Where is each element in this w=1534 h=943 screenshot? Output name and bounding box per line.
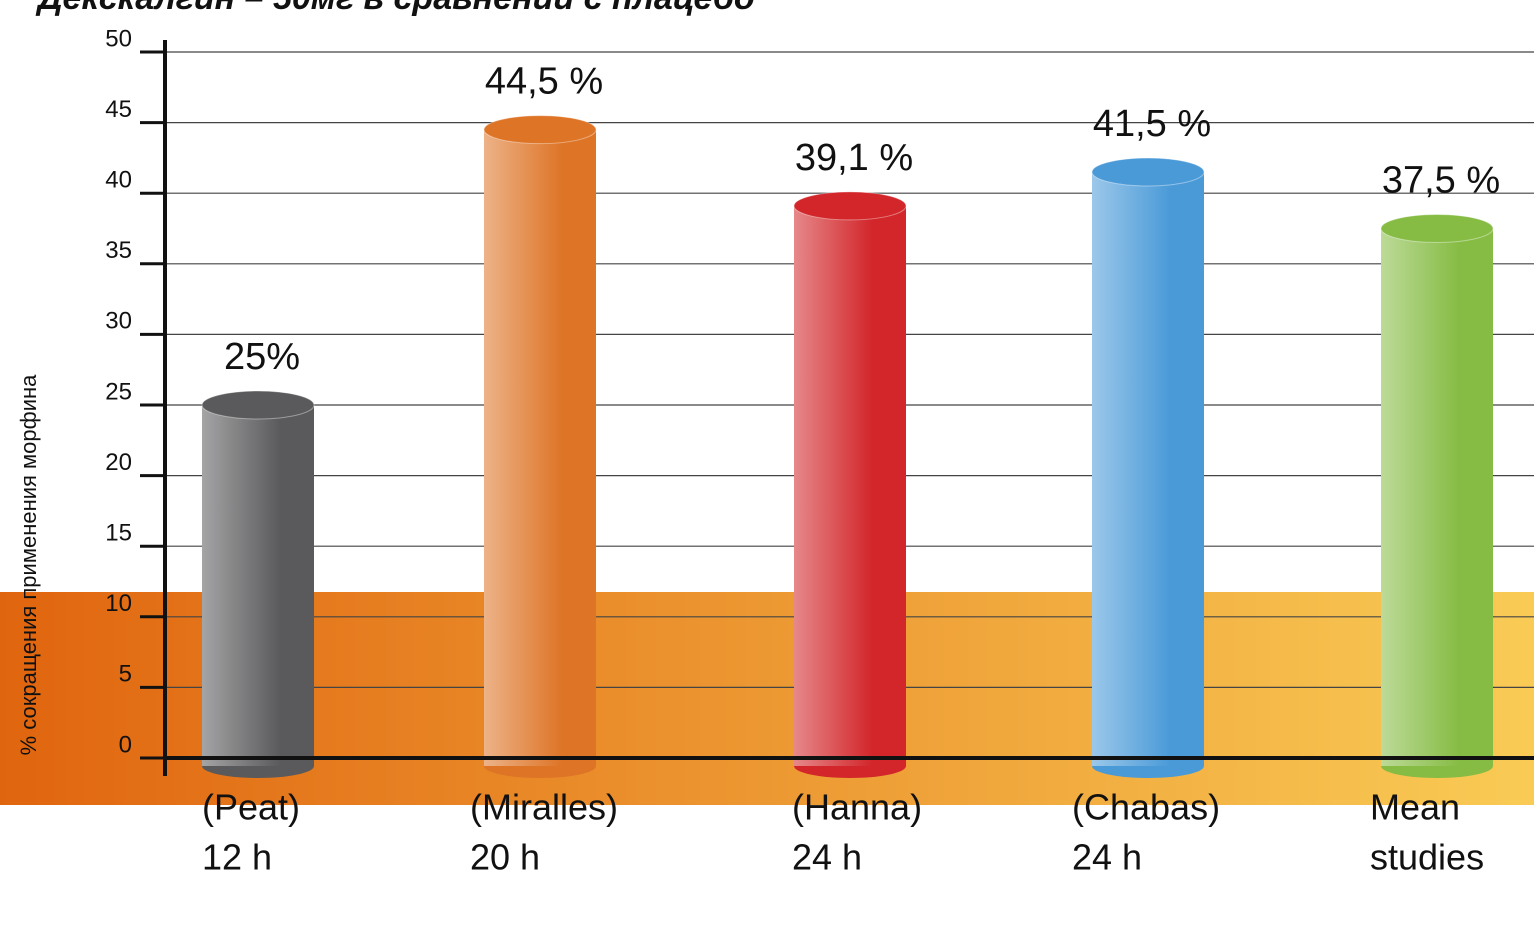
x-tick-label: 12 h [202, 837, 272, 878]
y-tick-label: 25 [105, 378, 132, 405]
y-tick-label: 20 [105, 449, 132, 476]
bar-shade [1381, 228, 1493, 766]
y-tick-label: 35 [105, 237, 132, 264]
bar-top [793, 191, 907, 221]
bar-shade [794, 205, 906, 766]
value-label: 44,5 % [485, 61, 603, 103]
y-tick-label: 40 [105, 167, 132, 194]
chart-title: Декскалгин – 50мг в сравнении с плацебо [35, 0, 755, 17]
x-tick-label: 20 h [470, 837, 540, 878]
bar-top [1091, 157, 1205, 187]
y-tick-label: 5 [119, 661, 132, 688]
bar-shade [1092, 172, 1204, 766]
x-tick-label: (Peat) [202, 787, 300, 828]
y-tick-label: 10 [105, 590, 132, 617]
value-label: 37,5 % [1382, 160, 1500, 202]
bar-top [483, 115, 597, 145]
bar-top [1380, 214, 1494, 243]
bar-top [201, 390, 315, 420]
bar-shade [202, 405, 314, 766]
y-tick-label: 50 [105, 25, 132, 52]
y-tick-label: 45 [105, 96, 132, 123]
x-tick-label: (Chabas) [1072, 787, 1220, 828]
x-tick-label: studies [1370, 837, 1484, 878]
bar-shade [484, 129, 596, 766]
y-tick-label: 30 [105, 308, 132, 335]
x-tick-label: 24 h [1072, 837, 1142, 878]
value-label: 41,5 % [1093, 103, 1211, 145]
x-tick-label: Mean [1370, 787, 1460, 828]
x-tick-label: (Miralles) [470, 787, 618, 828]
y-axis-label: % сокращения применения морфина [16, 374, 41, 756]
x-tick-label: (Hanna) [792, 787, 922, 828]
y-tick-label: 15 [105, 520, 132, 547]
value-label: 39,1 % [795, 137, 913, 179]
y-tick-label: 0 [119, 731, 132, 758]
value-label: 25% [224, 336, 300, 378]
x-tick-label: 24 h [792, 837, 862, 878]
